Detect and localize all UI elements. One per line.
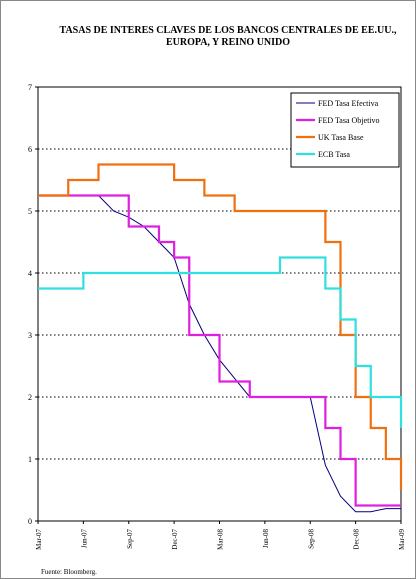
y-tick-label: 0 (28, 517, 32, 526)
source: Fuente: Bloomberg. (41, 568, 97, 576)
x-tick-label: Mar-08 (217, 529, 225, 550)
legend-label: FED Tasa Objetivo (318, 116, 380, 125)
series-line (38, 194, 401, 507)
series-line (38, 163, 403, 490)
y-tick-label: 2 (28, 393, 32, 402)
y-tick-label: 5 (28, 207, 32, 216)
x-tick-label: Mar-09 (398, 529, 406, 550)
y-tick-label: 1 (28, 455, 32, 464)
y-tick-label: 4 (28, 269, 32, 278)
y-tick-label: 3 (28, 331, 32, 340)
legend-label: ECB Tasa (318, 150, 350, 159)
legend: FED Tasa Efectiva FED Tasa Objetivo UK Tas… (290, 92, 400, 168)
y-tick-label: 7 (28, 83, 32, 92)
x-tick-label: Sep-08 (307, 529, 315, 549)
x-tick-label: Dec-07 (171, 529, 179, 550)
x-tick-label: Jun-07 (80, 529, 88, 549)
x-tick-label: Sep-07 (126, 529, 134, 549)
legend-label: FED Tasa Efectiva (318, 99, 379, 108)
x-tick-label: Dec-08 (353, 529, 361, 550)
y-tick-label: 6 (28, 145, 32, 154)
legend-label: UK Tasa Base (318, 133, 364, 142)
chart-title: TASAS DE INTERES CLAVES DE LOS BANCOS CE… (59, 25, 397, 48)
series-line (38, 256, 403, 428)
plot-frame (37, 86, 402, 522)
x-tick-label: Mar-07 (35, 529, 43, 550)
x-tick-label: Jun-08 (262, 529, 270, 549)
